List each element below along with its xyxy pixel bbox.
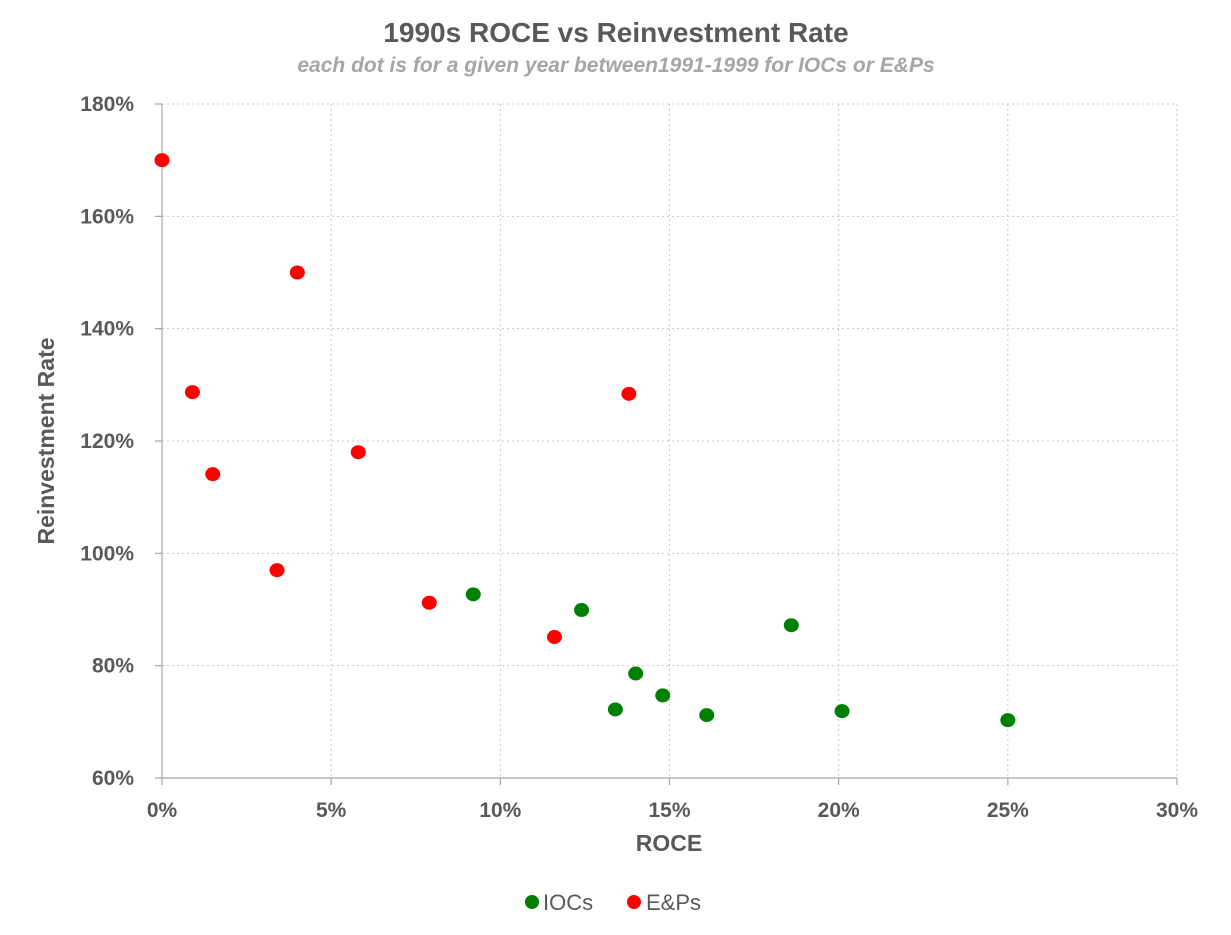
data-point-eps (289, 265, 305, 280)
data-point-eps (421, 595, 437, 610)
data-point-iocs (465, 587, 481, 602)
x-tick-label: 0% (147, 799, 178, 822)
y-tick-label: 180% (80, 93, 134, 116)
legend-marker-eps (627, 895, 641, 909)
chart-title: 1990s ROCE vs Reinvestment Rate (383, 17, 848, 48)
x-axis-ticks: 0% 5% 10% 15% 20% 25% 30% (147, 799, 1199, 822)
y-tick-label: 140% (80, 318, 134, 341)
x-axis-title: ROCE (636, 830, 702, 856)
data-point-iocs (607, 702, 623, 717)
legend-label-iocs: IOCs (543, 890, 593, 915)
data-point-iocs (628, 666, 644, 681)
legend: IOCs E&Ps (525, 890, 701, 915)
legend-label-eps: E&Ps (646, 890, 701, 915)
y-axis-ticks: 60% 80% 100% 120% 140% 160% 180% (80, 93, 134, 790)
y-tick-label: 60% (92, 767, 134, 790)
data-point-eps (269, 563, 285, 578)
data-point-eps (621, 386, 637, 401)
chart-subtitle: each dot is for a given year between1991… (297, 54, 934, 77)
x-tick-label: 30% (1156, 799, 1198, 822)
data-point-iocs (574, 603, 590, 618)
y-tick-label: 120% (80, 430, 134, 453)
y-tick-label: 160% (80, 205, 134, 228)
data-point-iocs (1000, 713, 1016, 728)
data-point-eps (154, 153, 170, 168)
gridlines (162, 103, 1178, 778)
data-point-eps (184, 385, 200, 400)
y-axis-title: Reinvestment Rate (33, 337, 59, 544)
data-point-iocs (655, 688, 671, 703)
x-tick-label: 25% (987, 799, 1029, 822)
data-point-iocs (783, 618, 799, 633)
data-points (154, 153, 1016, 728)
legend-marker-iocs (525, 895, 539, 909)
x-tick-label: 15% (648, 799, 690, 822)
data-point-iocs (699, 708, 715, 723)
data-point-iocs (834, 704, 850, 719)
data-point-eps (546, 630, 562, 645)
x-tick-label: 10% (479, 799, 521, 822)
data-point-eps (350, 445, 366, 460)
data-point-eps (205, 467, 221, 482)
y-tick-label: 80% (92, 655, 134, 678)
x-tick-label: 20% (818, 799, 860, 822)
y-tick-label: 100% (80, 542, 134, 565)
axes (155, 103, 1178, 785)
x-tick-label: 5% (316, 799, 347, 822)
